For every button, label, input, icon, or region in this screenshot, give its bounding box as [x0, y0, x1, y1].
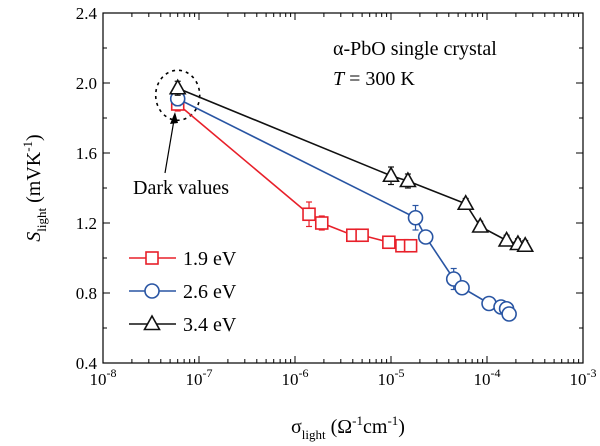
annotation-temperature: T = 300 K — [333, 68, 415, 90]
legend-label: 1.9 eV — [183, 248, 237, 270]
y-tick-label: 1.2 — [76, 214, 97, 233]
y-tick-label: 0.4 — [76, 354, 98, 373]
data-point — [497, 230, 516, 247]
legend-label: 2.6 eV — [183, 281, 237, 303]
legend-marker — [145, 251, 159, 265]
data-point — [399, 171, 417, 188]
x-tick-label: 10-8 — [90, 366, 117, 389]
data-point — [302, 207, 316, 222]
series-triangle — [168, 78, 535, 253]
data-point — [382, 235, 396, 250]
y-tick-label: 0.8 — [76, 284, 97, 303]
x-tick-label: 10-4 — [474, 366, 501, 389]
data-point — [417, 229, 434, 245]
legend-label: 3.4 eV — [183, 314, 237, 336]
x-tick-label: 10-7 — [186, 366, 213, 389]
x-tick-label: 10-6 — [282, 366, 309, 389]
annotation-sample: α-PbO single crystal — [333, 38, 497, 60]
y-axis-label: Slight (mVK-1) — [20, 134, 49, 241]
data-point — [471, 216, 490, 233]
dark-values-circle — [154, 69, 201, 122]
data-point — [168, 78, 187, 95]
data-point — [454, 279, 470, 296]
data-point — [407, 209, 424, 226]
series-line — [177, 87, 526, 247]
dark-values-arrow — [164, 119, 175, 174]
plot-layer: 10-8 10-7 10-6 10-5 10-4 10-3 0.4 0.8 1.2 1.6 2.0 2… — [20, 4, 597, 442]
series-circle — [169, 90, 517, 322]
dark-values-arrowhead — [170, 112, 178, 124]
data-point — [355, 228, 369, 243]
y-tick-label: 2.4 — [76, 4, 98, 23]
x-axis-label: σlight (Ω-1cm-1) — [291, 413, 405, 442]
legend-marker — [143, 314, 161, 331]
data-point — [456, 194, 475, 211]
legend-marker — [144, 283, 160, 299]
data-point — [403, 238, 418, 253]
data-point — [382, 166, 400, 183]
y-tick-label: 2.0 — [76, 74, 97, 93]
x-tick-label: 10-3 — [570, 366, 597, 389]
data-point — [516, 236, 535, 253]
series-square — [170, 96, 418, 253]
annotation-dark-values: Dark values — [133, 177, 229, 199]
data-point — [314, 216, 329, 230]
data-point — [501, 306, 517, 322]
x-tick-label: 10-5 — [378, 366, 405, 389]
legend: 1.9 eV 2.6 eV 3.4 eV — [129, 248, 237, 336]
series-line — [177, 103, 411, 247]
y-tick-label: 1.6 — [76, 144, 97, 163]
